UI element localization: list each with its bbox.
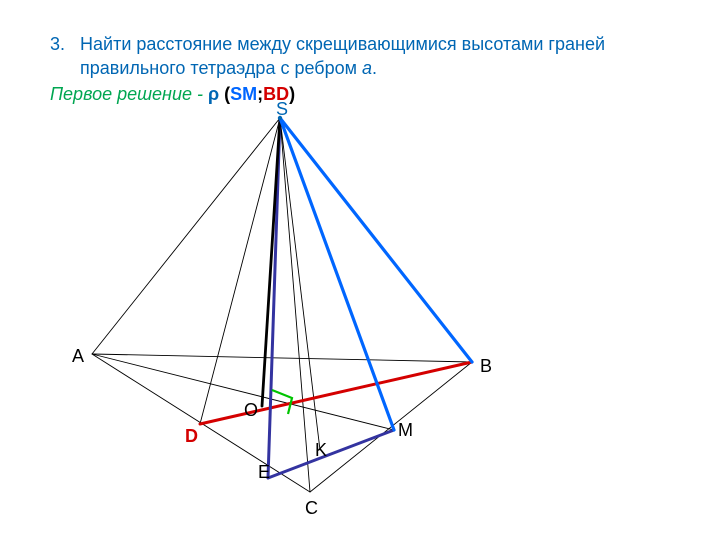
vertex-label-O: O [244,400,258,421]
tetrahedron-diagram [0,0,720,540]
vertex-label-D: D [185,426,198,447]
vertex-label-A: A [72,346,84,367]
vertex-label-B: B [480,356,492,377]
vertex-label-K: K [315,440,327,461]
vertex-label-S: S [276,99,288,120]
bold-edges [200,118,472,478]
thin-edges [92,118,472,492]
vertex-label-M: M [398,420,413,441]
vertex-label-E: E [258,462,270,483]
vertex-label-C: C [305,498,318,519]
